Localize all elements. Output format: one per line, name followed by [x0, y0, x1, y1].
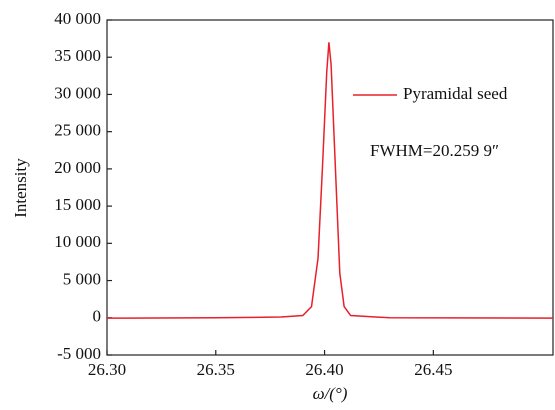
y-tick-label: 25 000 — [54, 121, 101, 140]
y-tick-label: 0 — [93, 307, 102, 326]
legend-label: Pyramidal seed — [403, 84, 508, 103]
annotation: FWHM=20.259 9″ — [370, 141, 499, 160]
x-axis-label: ω/(°) — [313, 384, 348, 403]
y-tick-label: 5 000 — [63, 269, 101, 288]
x-tick-label: 26.35 — [197, 360, 235, 379]
y-axis-label: Intensity — [11, 158, 30, 218]
y-tick-label: 40 000 — [54, 9, 101, 28]
plot-frame — [106, 19, 554, 356]
y-tick-label: 15 000 — [54, 195, 101, 214]
y-tick-label: -5 000 — [57, 344, 101, 363]
data-line — [106, 42, 554, 319]
y-tick-label: 35 000 — [54, 46, 101, 65]
y-tick-label: 20 000 — [54, 158, 101, 177]
x-tick-label: 26.30 — [88, 360, 126, 379]
y-tick-label: 30 000 — [54, 83, 101, 102]
x-tick-label: 26.40 — [305, 360, 343, 379]
x-tick-label: 26.45 — [414, 360, 452, 379]
y-tick-label: 10 000 — [54, 232, 101, 251]
